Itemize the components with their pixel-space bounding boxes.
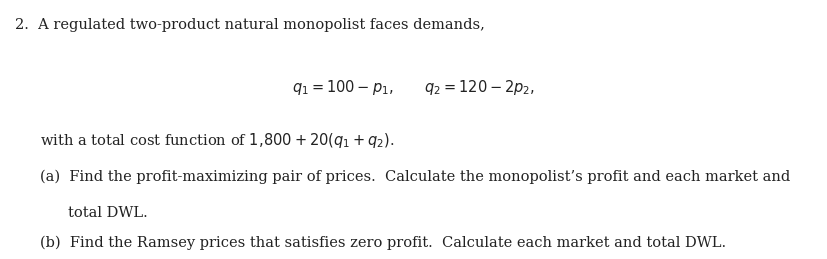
- Text: (b)  Find the Ramsey prices that satisfies zero profit.  Calculate each market a: (b) Find the Ramsey prices that satisfie…: [40, 236, 725, 250]
- Text: $q_1 = 100 - p_1, \qquad q_2 = 120 - 2p_2,$: $q_1 = 100 - p_1, \qquad q_2 = 120 - 2p_…: [292, 78, 535, 97]
- Text: 2.  A regulated two-product natural monopolist faces demands,: 2. A regulated two-product natural monop…: [15, 18, 484, 32]
- Text: total DWL.: total DWL.: [68, 206, 147, 220]
- Text: with a total cost function of $1,\!800 + 20(q_1 + q_2)$.: with a total cost function of $1,\!800 +…: [40, 131, 394, 150]
- Text: (a)  Find the profit-maximizing pair of prices.  Calculate the monopolist’s prof: (a) Find the profit-maximizing pair of p…: [40, 170, 789, 184]
